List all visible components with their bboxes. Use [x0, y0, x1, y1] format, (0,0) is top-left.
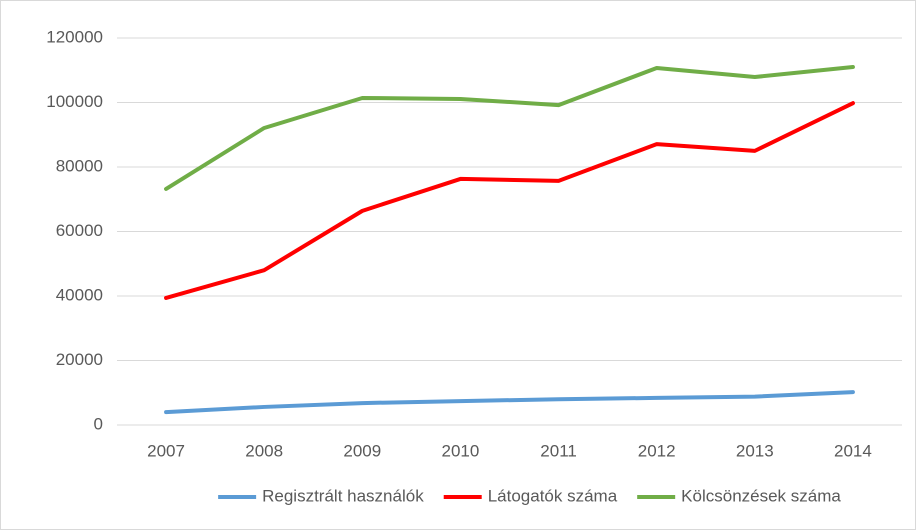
x-tick-label: 2008 — [245, 441, 283, 460]
x-tick-label: 2007 — [147, 441, 185, 460]
y-tick-label: 60000 — [56, 221, 103, 240]
series-line — [164, 65, 855, 191]
x-tick-label: 2010 — [442, 441, 480, 460]
y-tick-label: 80000 — [56, 156, 103, 175]
y-tick-label: 100000 — [46, 92, 103, 111]
x-tick-label: 2013 — [736, 441, 774, 460]
legend-label: Kölcsönzések száma — [681, 486, 841, 505]
y-tick-label: 120000 — [46, 27, 103, 46]
y-tick-label: 40000 — [56, 285, 103, 304]
x-tick-label: 2009 — [343, 441, 381, 460]
series-line — [164, 101, 855, 300]
x-tick-label: 2011 — [540, 441, 577, 460]
x-tick-label: 2012 — [638, 441, 676, 460]
series-line — [164, 390, 855, 415]
legend-label: Regisztrált használók — [262, 486, 424, 505]
x-tick-label: 2014 — [834, 441, 872, 460]
y-tick-label: 0 — [94, 414, 103, 433]
legend-label: Látogatók száma — [488, 486, 618, 505]
y-tick-label: 20000 — [56, 350, 103, 369]
